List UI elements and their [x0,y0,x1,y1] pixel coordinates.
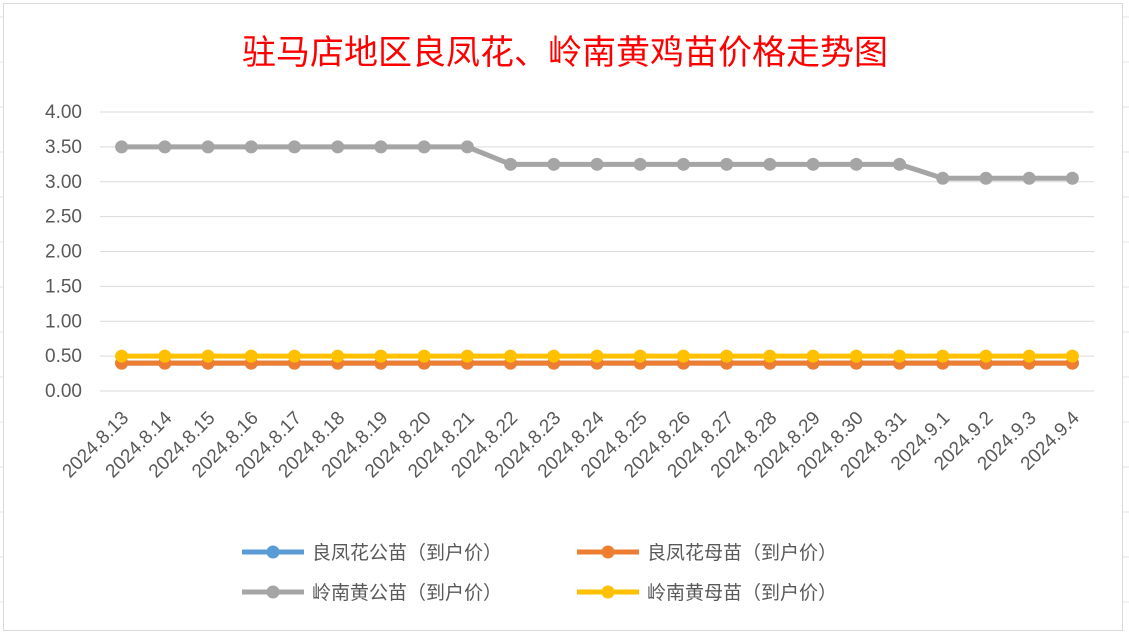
chart-title: 驻马店地区良凤花、岭南黄鸡苗价格走势图 [242,33,888,73]
data-point [763,157,777,171]
legend-item: 良凤花公苗（到户价） [242,542,502,564]
data-point [115,140,129,154]
series-3 [115,140,1079,185]
data-point [504,349,518,363]
y-tick-label: 1.50 [45,276,82,297]
y-tick-label: 2.00 [45,242,82,263]
data-point [849,157,863,171]
y-tick-label: 3.00 [45,172,82,193]
y-tick-label: 1.00 [45,311,82,332]
y-tick-label: 3.50 [45,137,82,158]
y-tick-label: 0.00 [45,381,82,402]
legend-marker [601,545,615,559]
data-point [806,349,820,363]
data-point [676,349,690,363]
data-point [115,349,129,363]
data-point [331,349,345,363]
data-point [158,349,172,363]
data-point [849,349,863,363]
data-point [633,157,647,171]
data-point [893,349,907,363]
line-chart: 驻马店地区良凤花、岭南黄鸡苗价格走势图 0.00 0.50 1.00 1.50 2.00… [45,33,1094,604]
data-point [287,140,301,154]
y-tick-label: 2.50 [45,207,82,228]
legend-item: 岭南黄母苗（到户价） [577,582,837,604]
series-4 [115,349,1079,363]
data-point [633,349,647,363]
data-point [1022,349,1036,363]
legend-label: 岭南黄公苗（到户价） [312,582,502,604]
data-point [244,349,258,363]
data-point [417,140,431,154]
series-layer [115,140,1079,370]
legend-label: 良凤花公苗（到户价） [312,542,502,564]
data-point [158,140,172,154]
data-point [504,157,518,171]
gridlines [100,111,1094,392]
data-point [547,349,561,363]
chart-area[interactable]: 驻马店地区良凤花、岭南黄鸡苗价格走势图 0.00 0.50 1.00 1.50 2.00… [3,3,1123,631]
data-point [1022,171,1036,185]
data-point [979,171,993,185]
data-point [1065,171,1079,185]
data-point [763,349,777,363]
y-tick-label: 4.00 [45,102,82,123]
legend-item: 岭南黄公苗（到户价） [242,582,502,604]
data-point [893,157,907,171]
legend-label: 岭南黄母苗（到户价） [647,582,837,604]
legend: 良凤花公苗（到户价） 良凤花母苗（到户价） 岭南黄公苗（到户价） 岭南黄母苗（到户价） [242,542,837,604]
x-axis-ticks: 2024.8.132024.8.142024.8.152024.8.162024… [59,407,1085,482]
data-point [547,157,561,171]
y-axis-ticks: 0.00 0.50 1.00 1.50 2.00 2.50 3.00 3.50 4.00 [45,102,82,402]
data-point [590,157,604,171]
data-point [1065,349,1079,363]
data-point [720,349,734,363]
legend-marker [601,585,615,599]
data-point [244,140,258,154]
data-point [201,140,215,154]
data-point [676,157,690,171]
data-point [374,140,388,154]
data-point [287,349,301,363]
data-point [331,140,345,154]
legend-marker [266,585,280,599]
data-point [936,349,950,363]
data-point [460,140,474,154]
data-point [806,157,820,171]
data-point [417,349,431,363]
data-point [374,349,388,363]
data-point [590,349,604,363]
legend-marker [266,545,280,559]
data-point [979,349,993,363]
data-point [201,349,215,363]
legend-item: 良凤花母苗（到户价） [577,542,837,564]
y-tick-label: 0.50 [45,346,82,367]
data-point [936,171,950,185]
data-point [720,157,734,171]
data-point [460,349,474,363]
legend-label: 良凤花母苗（到户价） [647,542,837,564]
